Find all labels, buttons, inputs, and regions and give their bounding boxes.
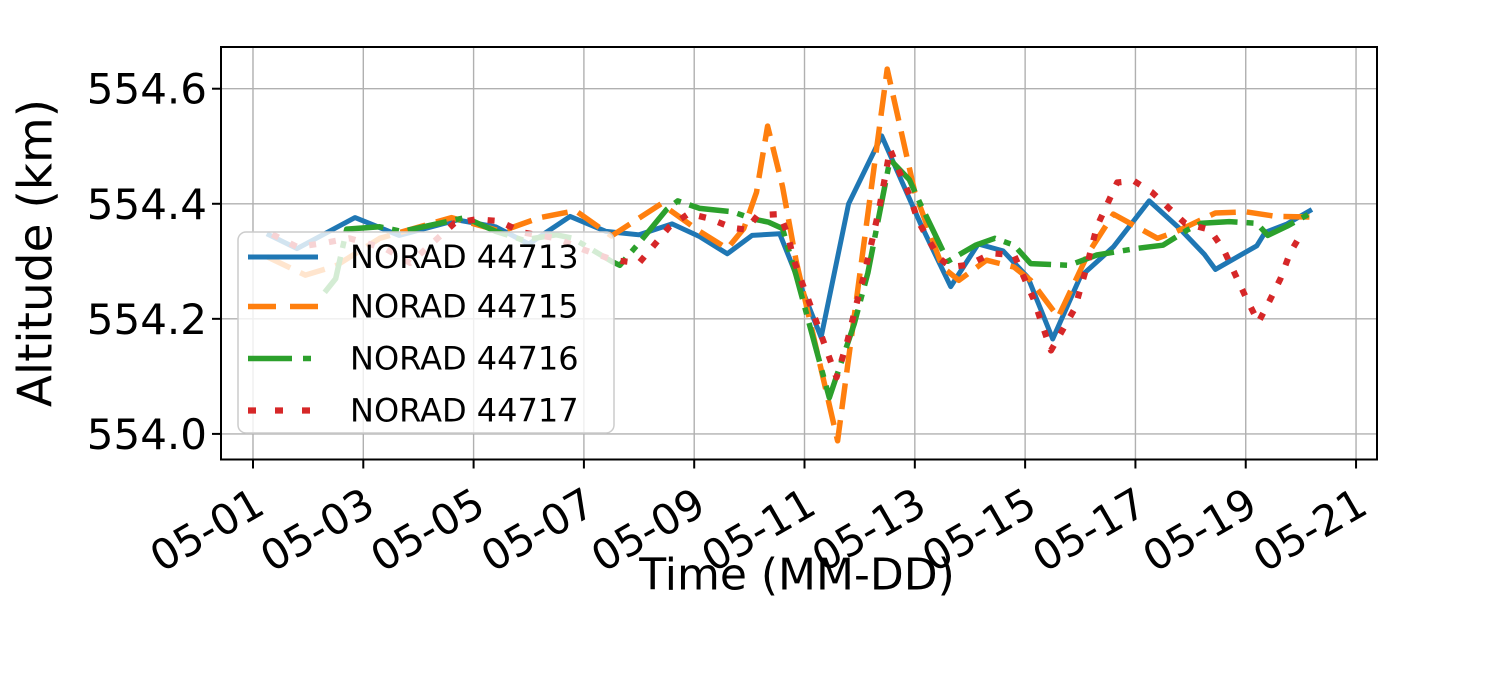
x-axis-title: Time (MM-DD)	[639, 549, 955, 601]
legend-label-norad-44716: NORAD 44716	[350, 340, 579, 378]
legend: NORAD 44713 NORAD 44715 NORAD 44716 NORAD 4…	[237, 231, 615, 434]
x-tick-label: 05-17	[1024, 478, 1154, 581]
x-tick-label: 05-05	[362, 478, 492, 581]
legend-label-norad-44715: NORAD 44715	[350, 288, 579, 326]
y-tick-label: 554.0	[87, 410, 207, 459]
x-tick-label: 05-19	[1135, 478, 1265, 581]
x-tick-label: 05-21	[1245, 478, 1375, 581]
ticks	[212, 87, 1358, 469]
legend-label-norad-44713: NORAD 44713	[350, 238, 579, 276]
x-tick-label: 05-01	[142, 478, 272, 581]
grid-lines	[221, 47, 1377, 460]
y-axis-title: Altitude (km)	[8, 98, 64, 408]
plot-border	[220, 46, 1378, 461]
y-tick-label: 554.2	[87, 295, 207, 344]
y-tick-label: 554.6	[87, 65, 207, 114]
y-tick-label: 554.4	[87, 180, 207, 229]
legend-box	[237, 231, 615, 434]
x-tick-label: 05-07	[473, 478, 603, 581]
x-tick-label: 05-03	[252, 478, 382, 581]
legend-label-norad-44717: NORAD 44717	[350, 392, 579, 430]
series-line-norad-44717	[270, 146, 1307, 381]
